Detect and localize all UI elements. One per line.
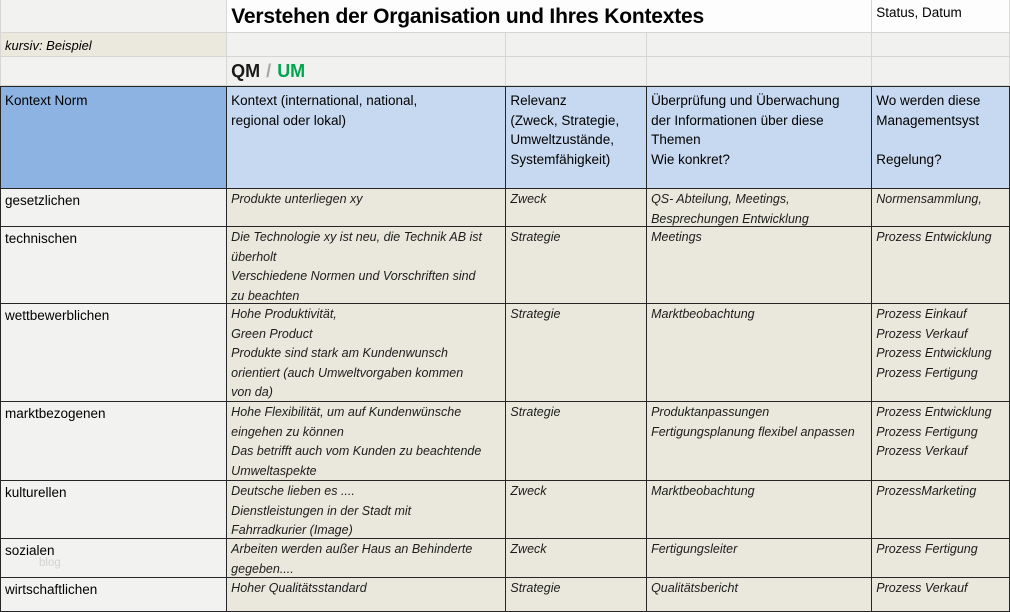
- table-row-marktbezogenen: marktbezogenen Hohe Flexibilität, um auf…: [1, 402, 1010, 481]
- qm-um-row: QM / UM: [1, 57, 1010, 86]
- empty-corner-cell: [1, 0, 228, 33]
- norm-label: marktbezogenen: [1, 402, 228, 481]
- kontext-cell: Die Technologie xy ist neu, die Technik …: [227, 227, 507, 304]
- wo-cell: Prozess Entwicklung Prozess Fertigung Pr…: [872, 402, 1010, 481]
- relevanz-cell: Zweck: [506, 189, 648, 227]
- empty-cell: [1, 57, 228, 86]
- qm-um-cell: QM / UM: [227, 57, 507, 86]
- norm-label: gesetzlichen: [1, 189, 228, 227]
- wo-cell: Prozess Einkauf Prozess Verkauf Prozess …: [872, 304, 1010, 402]
- table-row-technischen: technischen Die Technologie xy ist neu, …: [1, 227, 1010, 304]
- um-label: UM: [277, 61, 306, 82]
- empty-cell: [647, 33, 873, 57]
- table-row-wirtschaftlichen: wirtschaftlichen Hoher Qualitätsstandard…: [1, 578, 1010, 612]
- header-ueberwachung: Überprüfung und Überwachung der Informat…: [647, 87, 873, 189]
- qm-label: QM: [231, 61, 261, 82]
- blog-watermark: blog: [39, 557, 61, 569]
- table-row-wettbewerblichen: wettbewerblichen Hohe Produktivität, Gre…: [1, 304, 1010, 402]
- kontext-cell: Hoher Qualitätsstandard: [227, 578, 507, 612]
- ueberwachung-cell: Marktbeobachtung: [647, 304, 873, 402]
- empty-cell: [227, 33, 507, 57]
- norm-label: sozialen blog: [1, 539, 228, 578]
- relevanz-cell: Strategie: [506, 402, 648, 481]
- ueberwachung-cell: Marktbeobachtung: [647, 481, 873, 539]
- title-row: Verstehen der Organisation und Ihres Kon…: [1, 0, 1010, 33]
- ueberwachung-cell: Produktanpassungen Fertigungsplanung fle…: [647, 402, 873, 481]
- context-table: Kontext Norm Kontext (international, nat…: [0, 86, 1010, 612]
- status-datum-header: Status, Datum: [872, 0, 1010, 33]
- note-row: kursiv: Beispiel: [1, 33, 1010, 57]
- table-row-gesetzlichen: gesetzlichen Produkte unterliegen xy Zwe…: [1, 189, 1010, 227]
- italic-note-cell: kursiv: Beispiel: [1, 33, 228, 57]
- wo-cell: Prozess Verkauf: [872, 578, 1010, 612]
- ueberwachung-cell: Qualitätsbericht: [647, 578, 873, 612]
- header-kontext: Kontext (international, national, region…: [227, 87, 507, 189]
- table-row-kulturellen: kulturellen Deutsche lieben es .... Dien…: [1, 481, 1010, 539]
- norm-label: technischen: [1, 227, 228, 304]
- table-row-sozialen: sozialen blog Arbeiten werden außer Haus …: [1, 539, 1010, 578]
- empty-cell: [506, 33, 648, 57]
- norm-label-text: sozialen: [5, 543, 55, 558]
- relevanz-cell: Zweck: [506, 481, 648, 539]
- wo-cell: Normensammlung,: [872, 189, 1010, 227]
- kontext-cell: Hohe Flexibilität, um auf Kundenwünsche …: [227, 402, 507, 481]
- page-title: Verstehen der Organisation und Ihres Kon…: [227, 0, 873, 33]
- ueberwachung-cell: QS- Abteilung, Meetings, Besprechungen E…: [647, 189, 873, 227]
- kontext-cell: Hohe Produktivität, Green Product Produk…: [227, 304, 507, 402]
- norm-label: wirtschaftlichen: [1, 578, 228, 612]
- relevanz-cell: Strategie: [506, 304, 648, 402]
- header-relevanz: Relevanz (Zweck, Strategie, Umweltzustän…: [506, 87, 648, 189]
- kontext-cell: Arbeiten werden außer Haus an Behinderte…: [227, 539, 507, 578]
- header-wo-geregelt: Wo werden diese Managementsyst Regelung?: [872, 87, 1010, 189]
- ueberwachung-cell: Meetings: [647, 227, 873, 304]
- wo-cell: Prozess Fertigung: [872, 539, 1010, 578]
- table-header-row: Kontext Norm Kontext (international, nat…: [1, 87, 1010, 189]
- norm-label: wettbewerblichen: [1, 304, 228, 402]
- sheet-top-section: Verstehen der Organisation und Ihres Kon…: [0, 0, 1010, 86]
- empty-cell: [872, 57, 1010, 86]
- relevanz-cell: Zweck: [506, 539, 648, 578]
- kontext-cell: Deutsche lieben es .... Dienstleistungen…: [227, 481, 507, 539]
- relevanz-cell: Strategie: [506, 578, 648, 612]
- slash-separator: /: [266, 61, 272, 82]
- wo-cell: Prozess Entwicklung: [872, 227, 1010, 304]
- empty-cell: [506, 57, 648, 86]
- empty-cell: [647, 57, 873, 86]
- empty-cell: [872, 33, 1010, 57]
- ueberwachung-cell: Fertigungsleiter: [647, 539, 873, 578]
- kontext-cell: Produkte unterliegen xy: [227, 189, 507, 227]
- header-kontext-norm: Kontext Norm: [1, 87, 228, 189]
- relevanz-cell: Strategie: [506, 227, 648, 304]
- norm-label: kulturellen: [1, 481, 228, 539]
- wo-cell: ProzessMarketing: [872, 481, 1010, 539]
